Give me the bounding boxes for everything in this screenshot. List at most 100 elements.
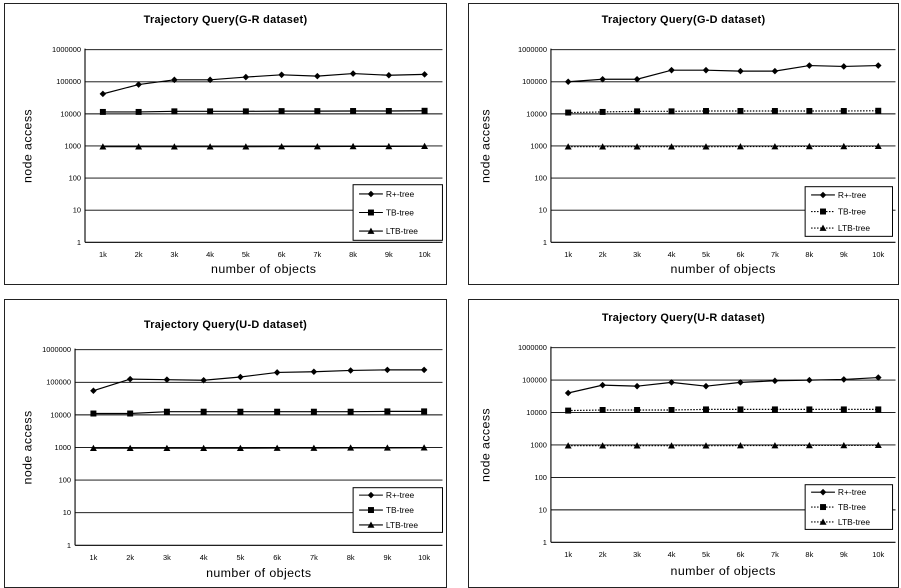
legend-marker-tb-tree — [820, 504, 827, 511]
x-tick-label: 7k — [771, 550, 779, 559]
data-point-tb-tree — [207, 108, 214, 115]
data-point-r-tree — [126, 375, 134, 383]
legend-label-tb-tree: TB-tree — [838, 206, 866, 216]
data-point-tb-tree — [668, 108, 675, 115]
data-point-ltb-tree — [771, 143, 779, 150]
data-point-r-tree — [599, 381, 606, 389]
data-point-tb-tree — [875, 406, 882, 413]
data-point-ltb-tree — [273, 444, 281, 451]
y-tick-label: 100000 — [56, 77, 81, 86]
data-point-ltb-tree — [349, 142, 357, 150]
data-point-ltb-tree — [347, 444, 355, 451]
data-point-tb-tree — [668, 407, 675, 413]
x-tick-label: 9k — [840, 250, 848, 259]
legend-marker-r-tree — [367, 491, 375, 499]
legend-label-ltb-tree: LTB-tree — [838, 223, 870, 233]
data-point-ltb-tree — [599, 442, 607, 449]
data-point-r-tree — [771, 67, 779, 75]
legend-marker-ltb-tree — [367, 227, 375, 234]
data-point-r-tree — [90, 387, 97, 395]
data-point-tb-tree — [806, 108, 813, 114]
x-tick-label: 1k — [564, 250, 572, 259]
x-tick-label: 1k — [99, 250, 107, 259]
x-tick-label: 6k — [737, 250, 745, 259]
chart-panel-u-d: Trajectory Query(U-D dataset) 1 10 100 1000 1… — [4, 299, 447, 588]
legend-label-ltb-tree: LTB-tree — [386, 520, 418, 530]
x-tick-label: 7k — [313, 250, 321, 259]
chart-title: Trajectory Query(G-D dataset) — [602, 14, 766, 26]
data-point-r-tree — [135, 81, 142, 88]
x-tick-label: 5k — [236, 553, 244, 562]
data-point-r-tree — [273, 369, 281, 376]
y-tick-label: 1000 — [64, 141, 81, 150]
x-tick-label: 5k — [702, 550, 710, 559]
series-line-tb-tree — [93, 410, 425, 415]
data-point-tb-tree — [737, 406, 744, 413]
x-tick-label: 10k — [419, 250, 431, 259]
series-line-r-tree — [102, 72, 425, 95]
legend-label-tb-tree: TB-tree — [386, 207, 414, 217]
legend: R+-tree TB-tree LTB-tree — [352, 487, 443, 533]
x-axis-label: number of objects — [211, 262, 316, 276]
series-r-tree — [564, 62, 882, 86]
chart-svg: Trajectory Query(G-R dataset) 1 10 100 1000 1… — [20, 14, 443, 276]
legend-label-ltb-tree: LTB-tree — [386, 226, 418, 236]
data-point-tb-tree — [875, 107, 882, 114]
data-point-ltb-tree — [668, 442, 676, 449]
data-point-ltb-tree — [236, 444, 244, 451]
x-tick-label: 6k — [737, 550, 745, 559]
x-tick-label: 9k — [385, 250, 393, 259]
series-line-tb-tree — [568, 408, 879, 412]
data-point-ltb-tree — [385, 142, 393, 150]
data-point-tb-tree — [310, 408, 317, 415]
legend-label-r-tree: R+-tree — [386, 189, 415, 199]
y-tick-label: 10000 — [526, 408, 547, 417]
x-tick-label: 4k — [206, 250, 214, 259]
data-point-r-tree — [347, 367, 354, 374]
data-point-tb-tree — [421, 107, 428, 114]
data-point-ltb-tree — [163, 444, 171, 451]
y-tick-label: 1 — [67, 541, 71, 550]
data-point-tb-tree — [99, 108, 106, 115]
data-point-ltb-tree — [633, 143, 641, 150]
x-axis-label: number of objects — [671, 564, 776, 578]
data-point-r-tree — [163, 376, 171, 383]
x-tick-label: 8k — [349, 250, 357, 259]
y-tick-label: 100 — [535, 174, 547, 183]
data-point-r-tree — [420, 366, 428, 374]
data-point-tb-tree — [703, 108, 709, 114]
data-point-tb-tree — [237, 408, 244, 415]
data-point-tb-tree — [314, 108, 321, 115]
data-point-r-tree — [310, 368, 318, 376]
x-tick-label: 1k — [564, 550, 572, 559]
data-point-tb-tree — [90, 410, 97, 417]
x-tick-label: 2k — [599, 550, 607, 559]
chart-panel-g-r: Trajectory Query(G-R dataset) 1 10 100 1000 1… — [4, 3, 447, 285]
data-point-r-tree — [874, 62, 882, 69]
data-point-tb-tree — [565, 407, 572, 414]
y-tick-label: 100000 — [522, 376, 547, 385]
series-tb-tree — [99, 107, 428, 115]
legend-label-tb-tree: TB-tree — [386, 505, 414, 515]
data-point-tb-tree — [634, 108, 641, 115]
y-tick-label: 1000000 — [42, 345, 71, 354]
series-r-tree — [90, 366, 428, 395]
data-point-tb-tree — [242, 108, 249, 115]
x-tick-label: 2k — [599, 250, 607, 259]
legend-marker-ltb-tree — [819, 224, 827, 231]
data-point-ltb-tree — [633, 442, 641, 449]
y-tick-label: 10 — [539, 505, 547, 514]
data-point-ltb-tree — [242, 143, 250, 150]
series-line-tb-tree — [102, 110, 425, 113]
data-point-ltb-tree — [736, 143, 744, 150]
series-tb-tree — [565, 107, 882, 116]
y-tick-label: 1000 — [530, 440, 547, 449]
legend-label-r-tree: R+-tree — [838, 190, 867, 200]
y-tick-label: 10 — [73, 206, 81, 215]
legend-marker-r-tree — [819, 191, 827, 199]
data-point-tb-tree — [703, 406, 709, 413]
data-point-r-tree — [737, 67, 744, 75]
x-tick-label: 9k — [840, 550, 848, 559]
y-axis-label: node access — [20, 109, 34, 183]
data-point-tb-tree — [565, 109, 572, 116]
